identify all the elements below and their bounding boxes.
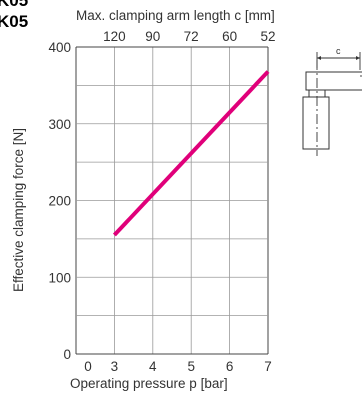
series bbox=[112, 70, 270, 237]
top-tick-label: 120 bbox=[103, 29, 126, 44]
y-tick-label: 300 bbox=[48, 117, 71, 132]
x-tick-label: 5 bbox=[187, 359, 195, 374]
y-tick-label: 0 bbox=[63, 347, 71, 362]
clamp-arm bbox=[305, 71, 362, 91]
top-tick-label: 52 bbox=[260, 29, 275, 44]
x-tick-label: 0 bbox=[84, 359, 92, 374]
y-tick-label: 200 bbox=[48, 194, 71, 209]
tick-labels: 0 3 4 5 6 7 0 100 200 300 400 120 90 72 60 52 bbox=[48, 29, 275, 374]
product-code-2: K05 bbox=[0, 12, 28, 31]
clamp-diagram: c bbox=[302, 46, 362, 156]
top-axis-title: Max. clamping arm length c [mm] bbox=[76, 8, 275, 23]
top-tick-label: 90 bbox=[145, 29, 160, 44]
dimension-arrow-left bbox=[317, 56, 321, 60]
series-line-0 bbox=[112, 70, 270, 237]
x-tick-label: 4 bbox=[149, 359, 157, 374]
y-tick-label: 100 bbox=[48, 270, 71, 285]
top-tick-label: 60 bbox=[222, 29, 237, 44]
y-tick-label: 400 bbox=[48, 40, 71, 55]
clamp-body bbox=[302, 96, 330, 150]
product-code-1: K05 bbox=[0, 0, 28, 10]
dimension-label: c bbox=[336, 46, 341, 56]
grid bbox=[75, 46, 269, 355]
x-tick-label: 6 bbox=[226, 359, 234, 374]
x-tick-label: 3 bbox=[111, 359, 119, 374]
top-tick-label: 72 bbox=[184, 29, 199, 44]
y-axis-title: Effective clamping force [N] bbox=[11, 128, 26, 292]
dimension-arrow-right bbox=[356, 56, 360, 60]
x-tick-label: 7 bbox=[264, 359, 272, 374]
x-axis-title: Operating pressure p [bar] bbox=[70, 376, 228, 391]
